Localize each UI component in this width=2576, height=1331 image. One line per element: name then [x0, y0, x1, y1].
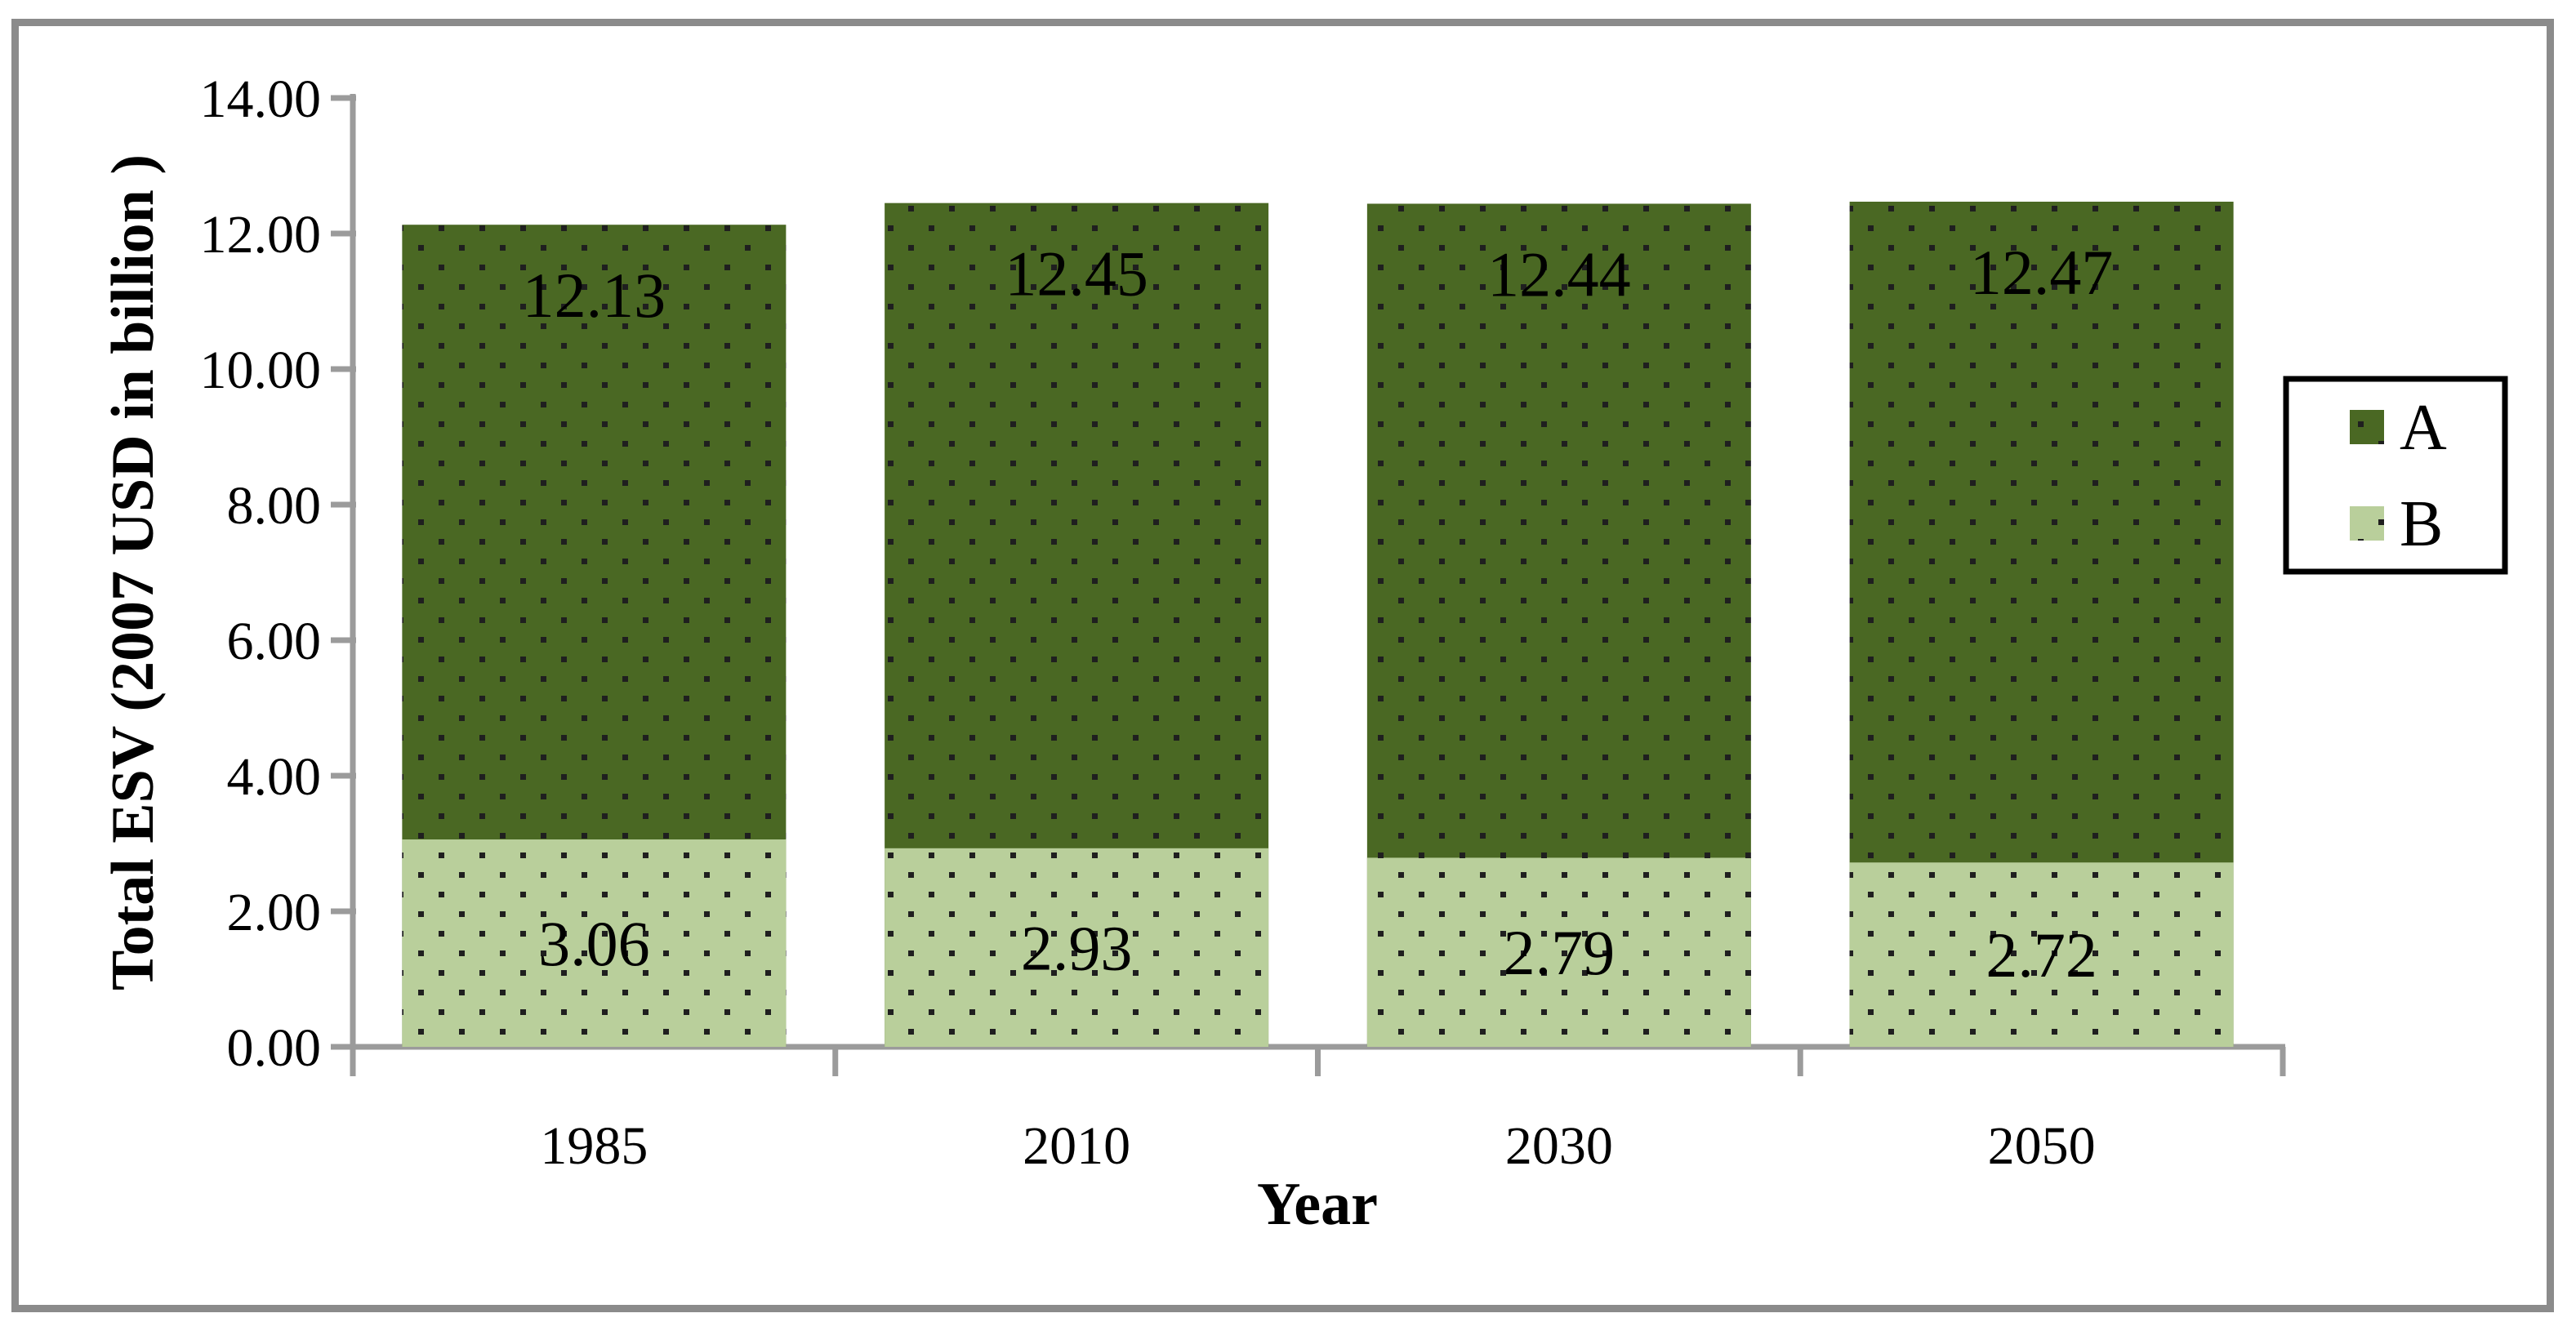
x-axis-title: Year — [1257, 1171, 1378, 1238]
legend: A B — [2283, 376, 2508, 575]
legend-box — [2283, 376, 2508, 575]
legend-swatch-a — [2350, 410, 2384, 444]
data-label-a-2010: 12.45 — [1005, 238, 1148, 309]
bar-b-2050 — [1849, 862, 2234, 1047]
data-label-b-2050: 2.72 — [1985, 919, 2097, 990]
bar-b-2010 — [885, 848, 1269, 1047]
y-tick-label: 14.00 — [200, 69, 322, 129]
y-tick-label: 8.00 — [227, 476, 322, 536]
x-category-label-2050: 2050 — [1988, 1116, 2096, 1176]
y-axis-ticks: 0.00 2.00 4.00 6.00 8.00 10.00 12.00 14.00 — [200, 69, 356, 1078]
x-category-label-1985: 1985 — [540, 1116, 648, 1176]
y-axis-title: Total ESV (2007 USD in billion ) — [100, 154, 167, 990]
x-category-label-2010: 2010 — [1023, 1116, 1130, 1176]
bar-b-2030 — [1366, 857, 1751, 1047]
data-label-b-1985: 3.06 — [538, 908, 650, 979]
data-label-a-2050: 12.47 — [1970, 237, 2114, 308]
y-tick-label: 10.00 — [200, 341, 322, 400]
y-tick-label: 4.00 — [227, 747, 322, 807]
y-tick-label: 2.00 — [227, 883, 322, 942]
data-labels: 12.13 3.06 12.45 2.93 12.44 2.79 12.47 2.72 — [523, 237, 2114, 990]
data-label-a-2030: 12.44 — [1487, 238, 1631, 309]
y-tick-label: 6.00 — [227, 612, 322, 671]
bars — [402, 201, 2234, 1048]
data-label-a-1985: 12.13 — [523, 260, 666, 331]
legend-label-a: A — [2400, 392, 2447, 464]
legend-swatch-b — [2350, 506, 2384, 541]
data-label-b-2030: 2.79 — [1504, 917, 1616, 988]
bar-b-1985 — [402, 839, 787, 1047]
category-labels: 1985 2010 2030 2050 — [540, 1116, 2095, 1176]
x-axis-ticks — [350, 1047, 2286, 1076]
data-label-b-2010: 2.93 — [1021, 912, 1133, 983]
y-tick-label: 12.00 — [200, 205, 322, 265]
y-tick-label: 0.00 — [227, 1018, 322, 1078]
figure-border — [11, 19, 2554, 1312]
legend-label-b: B — [2400, 488, 2443, 560]
x-category-label-2030: 2030 — [1505, 1116, 1613, 1176]
